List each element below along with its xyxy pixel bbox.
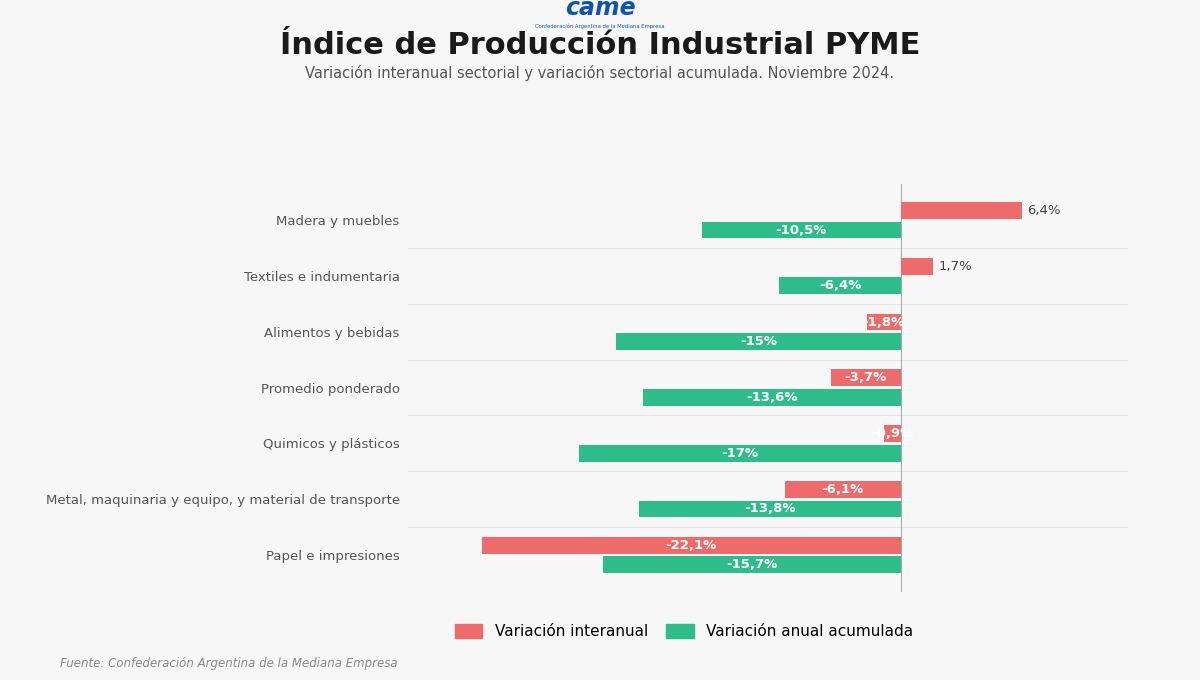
Bar	[901, 258, 932, 275]
Bar	[883, 425, 901, 442]
Text: -6,4%: -6,4%	[818, 279, 862, 292]
Bar	[866, 313, 901, 330]
Text: came: came	[565, 0, 635, 20]
Text: -1,8%: -1,8%	[863, 316, 905, 328]
Text: Índice de Producción Industrial PYME: Índice de Producción Industrial PYME	[280, 31, 920, 60]
Text: -0,9%: -0,9%	[871, 427, 913, 440]
Bar	[830, 369, 901, 386]
Text: 1,7%: 1,7%	[938, 260, 972, 273]
Text: -6,1%: -6,1%	[822, 483, 864, 496]
Bar	[482, 537, 901, 554]
Bar	[643, 389, 901, 406]
Bar	[779, 277, 901, 294]
Text: 6,4%: 6,4%	[1027, 204, 1061, 217]
Text: -10,5%: -10,5%	[775, 224, 827, 237]
Text: Fuente: Confederación Argentina de la Mediana Empresa: Fuente: Confederación Argentina de la Me…	[60, 657, 397, 670]
Bar	[578, 445, 901, 462]
Text: Variación interanual sectorial y variación sectorial acumulada. Noviembre 2024.: Variación interanual sectorial y variaci…	[306, 65, 894, 81]
Text: Confederación Argentina de la Mediana Empresa: Confederación Argentina de la Mediana Em…	[535, 23, 665, 29]
Text: -15%: -15%	[740, 335, 778, 348]
Text: -3,7%: -3,7%	[845, 371, 887, 384]
Bar	[702, 222, 901, 239]
Bar	[901, 202, 1022, 219]
Text: -22,1%: -22,1%	[666, 539, 716, 551]
Bar	[640, 500, 901, 517]
Bar	[617, 333, 901, 350]
Bar	[604, 556, 901, 573]
Text: -13,8%: -13,8%	[744, 503, 796, 515]
Text: -17%: -17%	[721, 447, 758, 460]
Text: -15,7%: -15,7%	[726, 558, 778, 571]
Text: -13,6%: -13,6%	[746, 391, 798, 404]
Legend: Variación interanual, Variación anual acumulada: Variación interanual, Variación anual ac…	[449, 617, 919, 645]
Bar	[785, 481, 901, 498]
